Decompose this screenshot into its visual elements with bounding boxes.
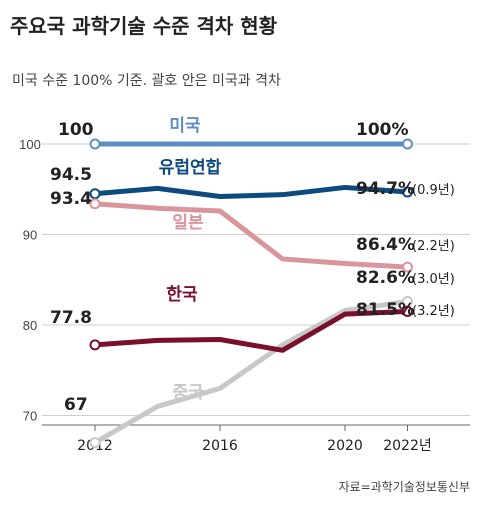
series-line-2 <box>92 201 410 270</box>
end-value-label: 100% <box>356 120 409 140</box>
gap-years-label: (3.2년) <box>412 304 455 319</box>
end-value-label: 86.4% <box>356 235 415 255</box>
series-line-3 <box>92 298 410 446</box>
start-value-label: 100 <box>58 120 94 140</box>
series-name-label: 미국 <box>169 116 201 136</box>
y-tick-label: 100 <box>19 137 41 152</box>
series-line-1 <box>92 184 410 199</box>
series-point-3 <box>89 437 101 449</box>
series-name-label: 중국 <box>172 383 204 403</box>
x-tick-label: 2020 <box>327 438 363 454</box>
y-tick-label: 80 <box>23 318 37 333</box>
source-note: 자료=과학기술정보통신부 <box>338 480 471 494</box>
series-point-2 <box>402 261 413 273</box>
chart-subtitle: 미국 수준 100% 기준. 괄호 안은 미국과 격차 <box>12 73 281 89</box>
series-point-0 <box>89 138 101 150</box>
start-value-label: 93.4 <box>50 189 92 209</box>
series-name-label: 일본 <box>172 213 204 233</box>
start-value-label: 94.5 <box>50 165 92 185</box>
series-point-0 <box>402 138 413 150</box>
series-line-4 <box>92 308 410 353</box>
start-value-label: 67 <box>64 395 88 415</box>
gap-years-label: (2.2년) <box>412 239 455 254</box>
end-value-label: 94.7% <box>356 179 415 199</box>
x-tick-label: 2022년 <box>383 438 432 454</box>
gap-years-label: (3.0년) <box>412 272 455 287</box>
series-point-1 <box>402 186 413 198</box>
series-point-4 <box>402 305 413 317</box>
gap-years-label: (0.9년) <box>412 183 455 198</box>
end-value-label: 82.6% <box>356 268 415 288</box>
series-point-2 <box>89 198 101 210</box>
series-point-4 <box>89 339 101 351</box>
start-value-label: 77.8 <box>50 308 92 328</box>
line-chart: 607080901002012201620202022년미국100100%유럽연… <box>19 116 470 454</box>
page-title: 주요국 과학기술 수준 격차 현황 <box>10 14 278 38</box>
series-name-label: 유럽연합 <box>159 157 222 178</box>
y-tick-label: 90 <box>23 228 37 243</box>
y-tick-label: 70 <box>23 409 37 424</box>
series-name-label: 한국 <box>166 285 198 305</box>
x-tick-label: 2016 <box>202 438 238 454</box>
end-value-label: 81.5% <box>356 300 415 320</box>
